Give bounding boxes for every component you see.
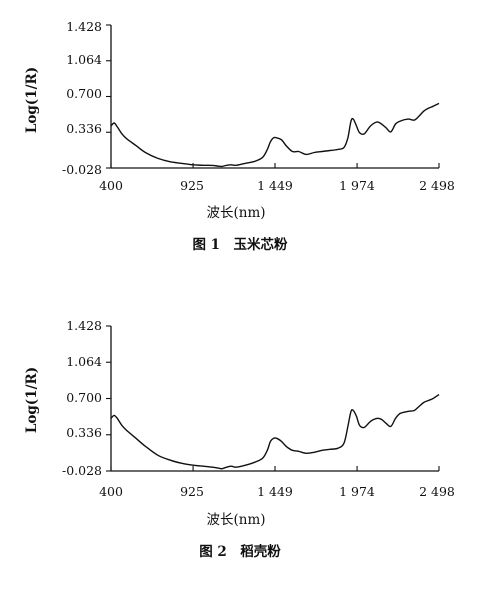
chart-1-caption: 图 1 玉米芯粉 <box>192 236 288 253</box>
chart-1-xtick-label: 2 498 <box>419 178 455 193</box>
chart-2-ylabel: Log(1/R) <box>24 367 40 433</box>
chart-2-xticks: 400 925 1 449 1 974 2 498 <box>99 484 455 499</box>
chart-2-ytick-label: 1.428 <box>66 318 102 333</box>
chart-1-xtick-label: 400 <box>99 178 123 193</box>
chart-2-ytick-label: 0.700 <box>66 390 102 405</box>
chart-1-xtick-label: 1 974 <box>339 178 375 193</box>
chart-1-series-line <box>110 102 440 168</box>
chart-2-xtick-label: 1 449 <box>257 484 293 499</box>
chart-2-ytick-label: -0.028 <box>62 463 102 478</box>
chart-2-xtick-label: 1 974 <box>339 484 375 499</box>
chart-2-xtick-label: 925 <box>180 484 204 499</box>
chart-2-xtick-label: 400 <box>99 484 123 499</box>
chart-1-xlabel: 波长(nm) <box>206 205 265 221</box>
chart-2-caption: 图 2 稻壳粉 <box>199 543 281 560</box>
chart-1-xtick-label: 1 449 <box>257 178 293 193</box>
chart-2-yticks: 1.428 1.064 0.700 0.336 -0.028 <box>62 318 102 478</box>
chart-1-yticks: 1.428 1.064 0.700 0.336 -0.028 <box>62 19 102 177</box>
chart-1-xticks: 400 925 1 449 1 974 2 498 <box>99 178 455 193</box>
chart-2-xlabel: 波长(nm) <box>206 512 265 528</box>
chart-1-ytick-label: 0.336 <box>66 121 102 136</box>
chart-2-xtick-label: 2 498 <box>419 484 455 499</box>
chart-1-ytick-label: -0.028 <box>62 162 102 177</box>
chart-1-ytick-label: 1.064 <box>66 52 102 67</box>
chart-2: Log(1/R) 1.428 1.064 0.700 0.336 -0.028 … <box>24 318 455 560</box>
chart-1-ytick-label: 1.428 <box>66 19 102 34</box>
chart-2-ytick-label: 0.336 <box>66 425 102 440</box>
chart-2-ytick-label: 1.064 <box>66 354 102 369</box>
chart-1-xtick-label: 925 <box>180 178 204 193</box>
chart-1-ytick-label: 0.700 <box>66 86 102 101</box>
chart-1-ylabel: Log(1/R) <box>24 67 40 133</box>
chart-2-series-line <box>110 393 440 470</box>
chart-1: Log(1/R) 1.428 1.064 0.700 0.336 -0.028 … <box>24 19 455 253</box>
